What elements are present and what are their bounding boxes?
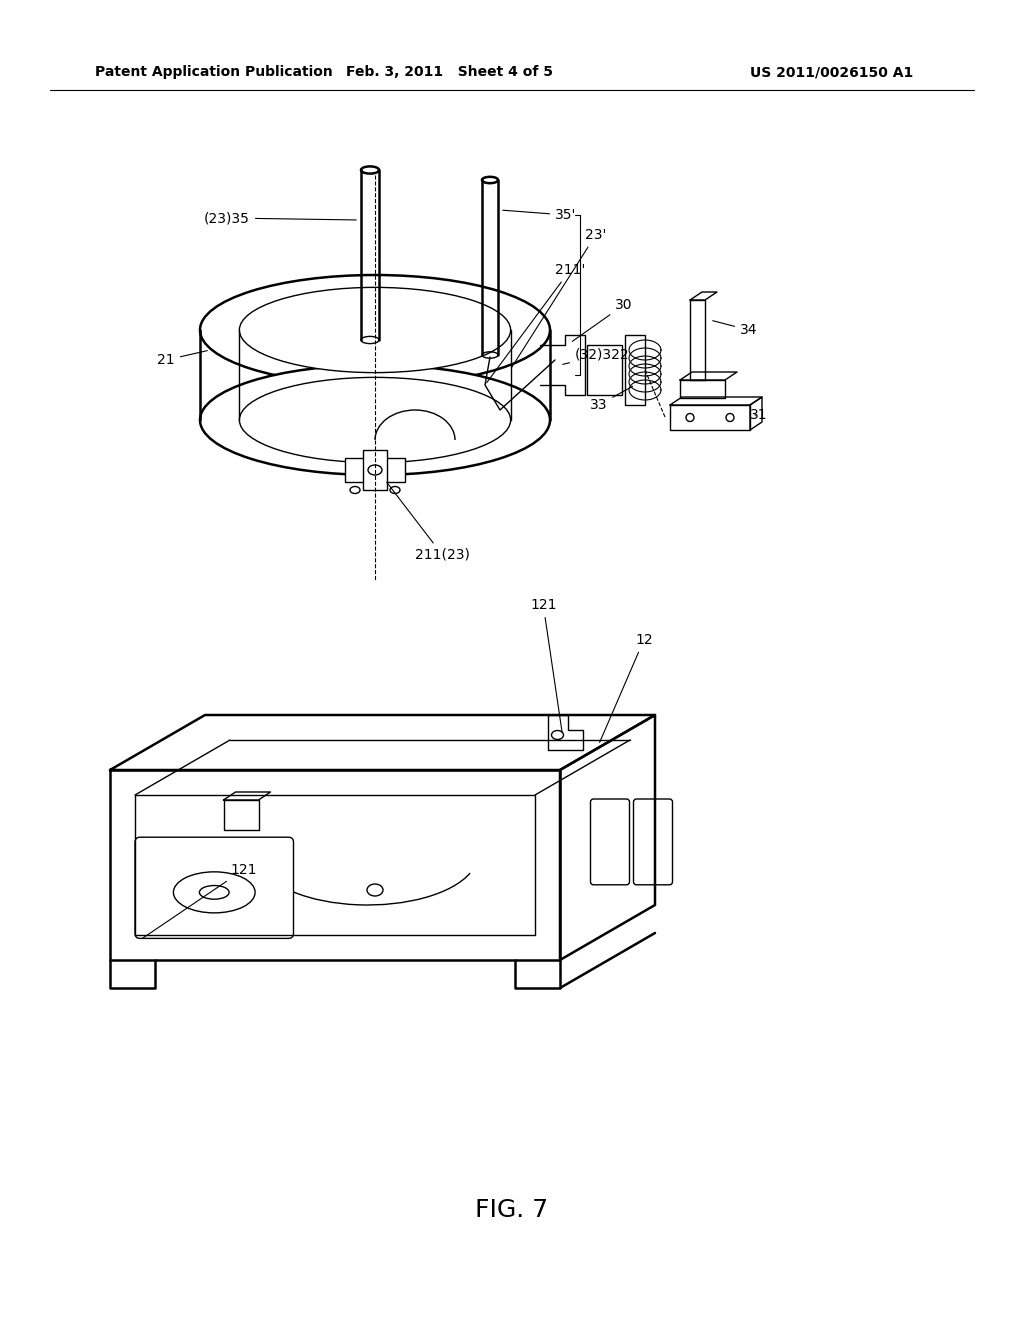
Text: 211': 211': [486, 263, 586, 383]
Text: 121: 121: [142, 863, 256, 939]
Bar: [587, 345, 622, 395]
Ellipse shape: [200, 366, 550, 475]
Text: 121: 121: [530, 598, 562, 733]
Text: 31: 31: [750, 408, 768, 422]
Ellipse shape: [552, 730, 563, 739]
Ellipse shape: [361, 166, 379, 174]
Text: (23)35: (23)35: [204, 211, 356, 224]
Ellipse shape: [200, 275, 550, 385]
Text: 33: 33: [590, 387, 633, 412]
Bar: [625, 335, 645, 405]
Text: Feb. 3, 2011   Sheet 4 of 5: Feb. 3, 2011 Sheet 4 of 5: [346, 65, 554, 79]
Text: 34: 34: [713, 321, 758, 337]
Ellipse shape: [482, 177, 498, 183]
Text: Patent Application Publication: Patent Application Publication: [95, 65, 333, 79]
Ellipse shape: [240, 378, 511, 462]
Ellipse shape: [240, 288, 511, 372]
FancyBboxPatch shape: [591, 799, 630, 884]
Text: 23': 23': [511, 228, 606, 368]
Text: 12: 12: [600, 634, 652, 742]
FancyBboxPatch shape: [634, 799, 673, 884]
Ellipse shape: [350, 487, 360, 494]
Bar: [362, 450, 387, 490]
Text: 211(23): 211(23): [387, 482, 470, 562]
Bar: [345, 458, 406, 482]
Ellipse shape: [368, 465, 382, 475]
Text: US 2011/0026150 A1: US 2011/0026150 A1: [750, 65, 913, 79]
Text: 35': 35': [503, 209, 577, 222]
Ellipse shape: [367, 884, 383, 896]
Ellipse shape: [390, 487, 400, 494]
Text: FIG. 7: FIG. 7: [475, 1199, 549, 1222]
Text: (32)322: (32)322: [563, 348, 630, 364]
Text: 30: 30: [572, 298, 633, 342]
FancyBboxPatch shape: [135, 837, 294, 939]
Text: 21: 21: [158, 351, 207, 367]
